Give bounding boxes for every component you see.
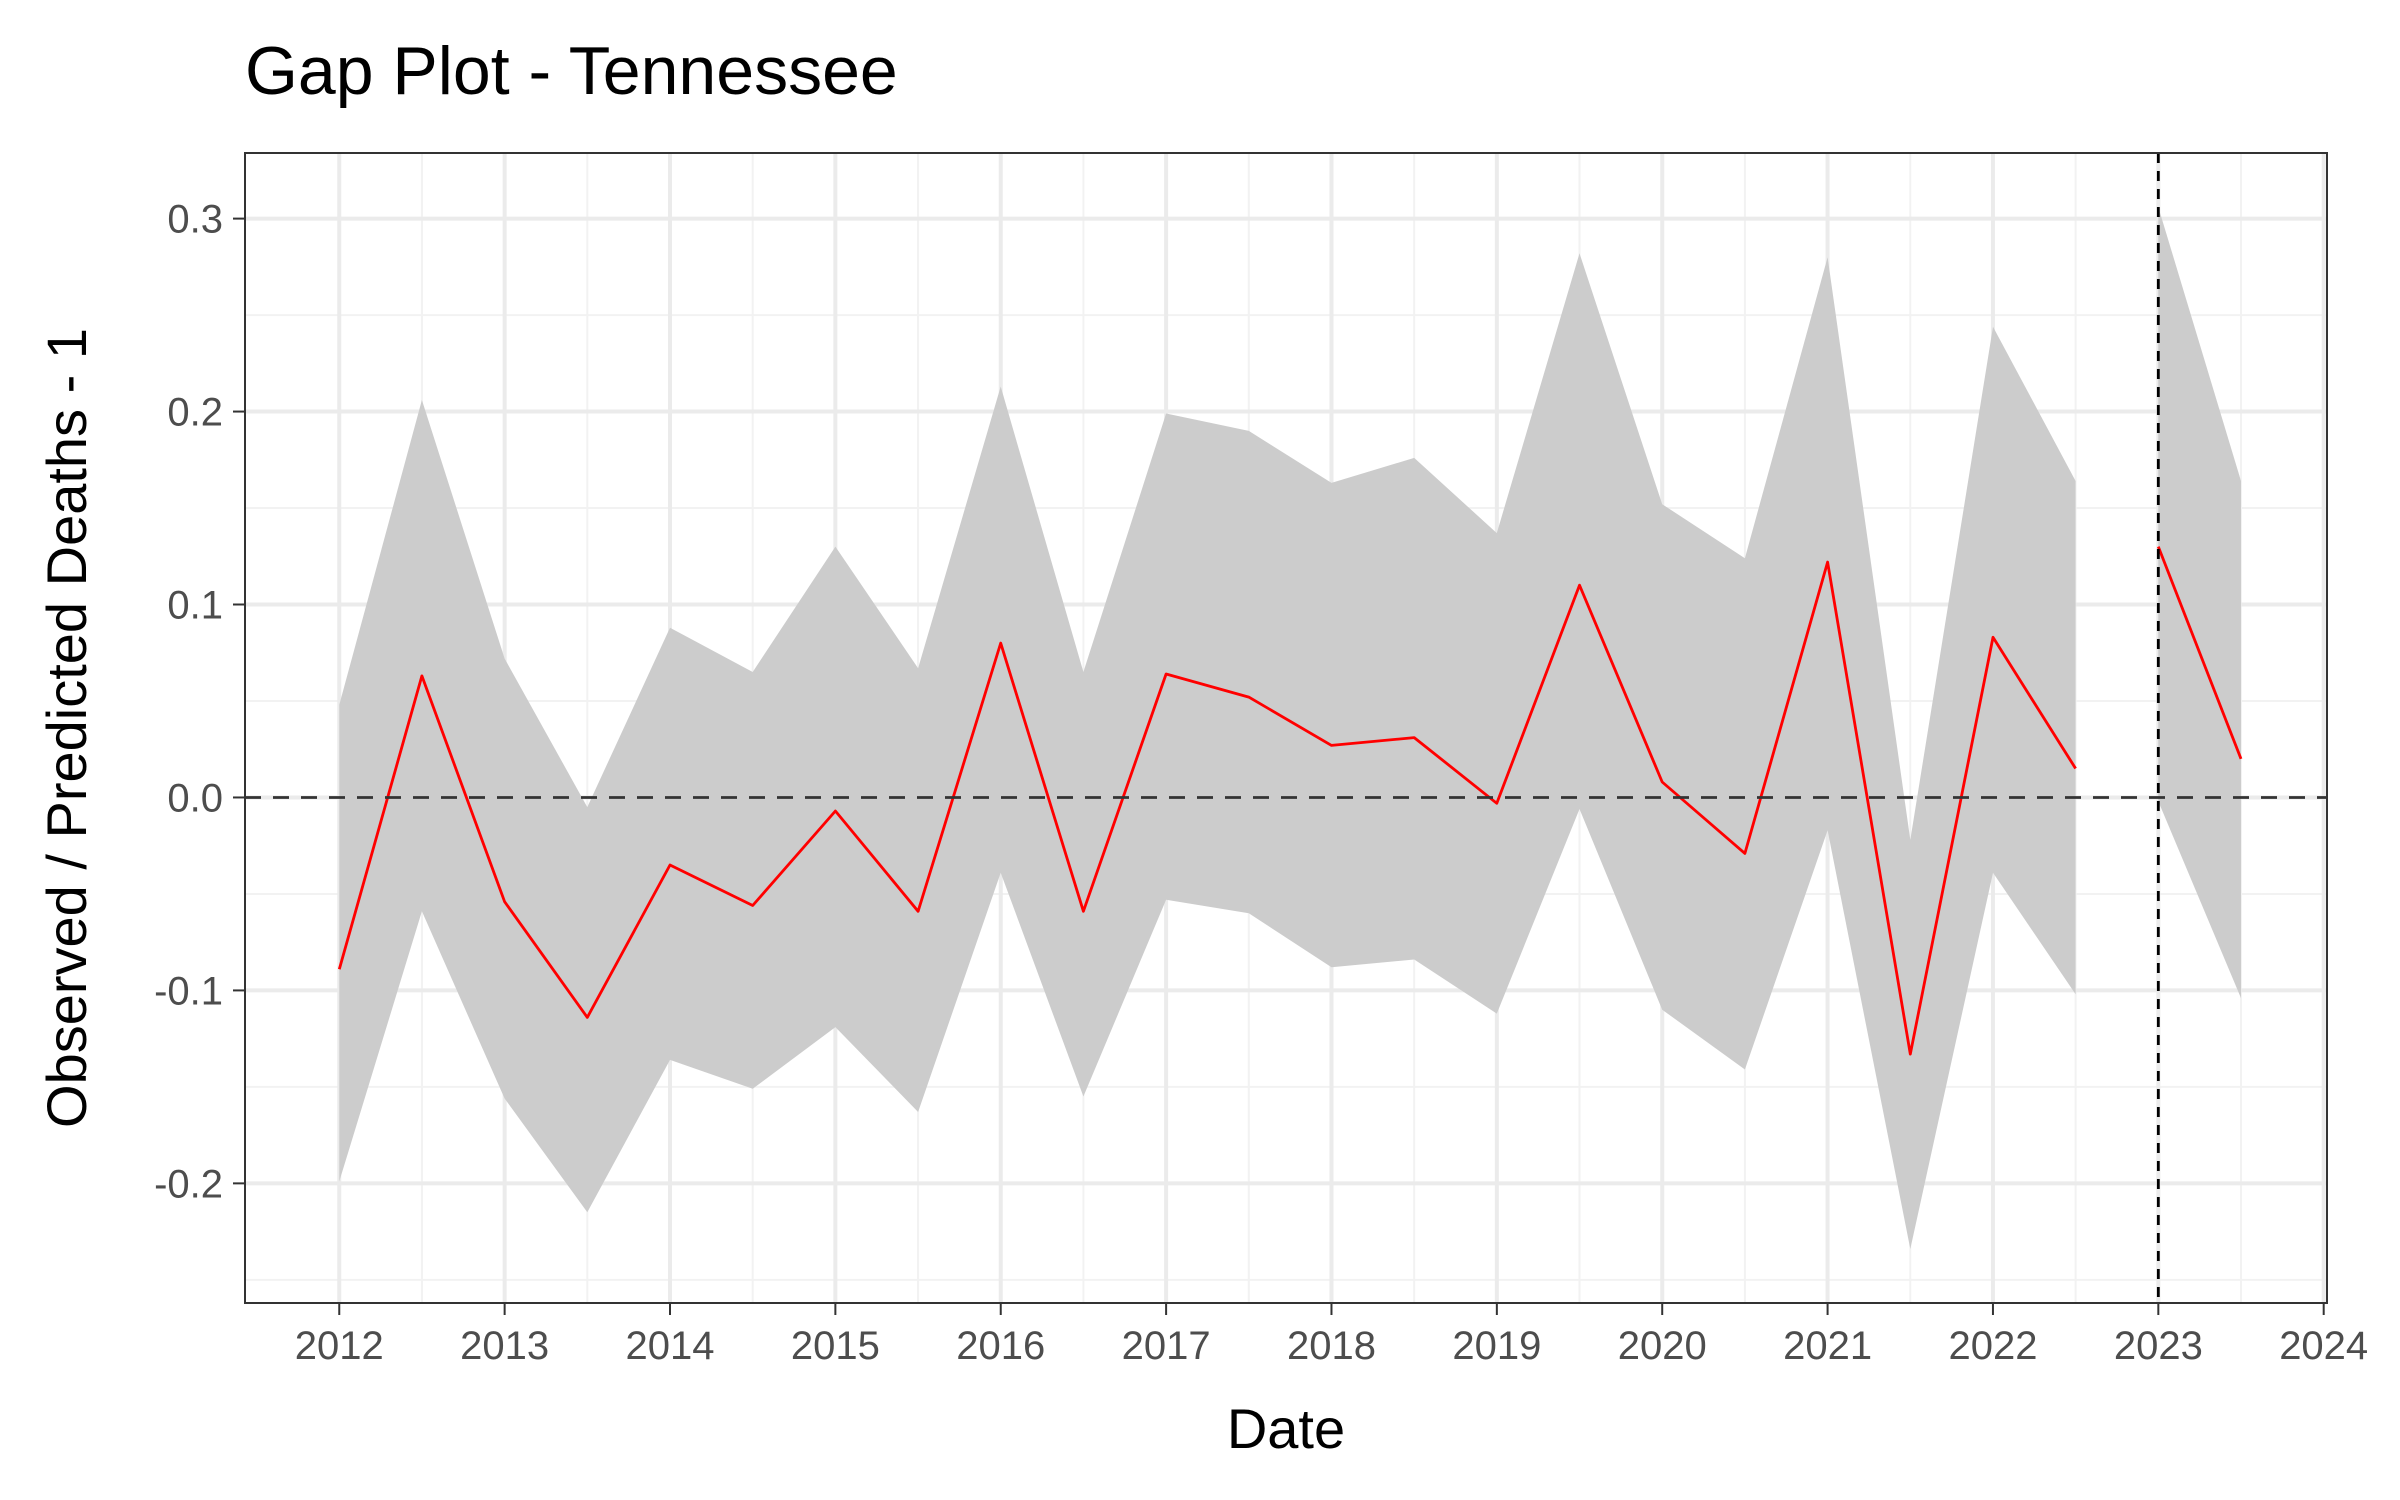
y-tick-label: 0.1 bbox=[167, 584, 223, 628]
x-tick-label: 2024 bbox=[2279, 1324, 2368, 1368]
plot-border bbox=[244, 152, 2328, 1304]
x-axis: 2012 2013 2014 2015 2016 2017 2018 2019 2020 2021… bbox=[295, 1303, 2368, 1368]
y-axis-title: Observed / Predicted Deaths - 1 bbox=[35, 328, 98, 1128]
x-tick-label: 2018 bbox=[1287, 1324, 1376, 1368]
x-axis-title: Date bbox=[1227, 1397, 1345, 1460]
x-tick-label: 2014 bbox=[626, 1324, 715, 1368]
gap-line-2 bbox=[2156, 546, 2243, 760]
x-tick-label: 2021 bbox=[1783, 1324, 1872, 1368]
gap-line-1 bbox=[337, 560, 2077, 1056]
gap-lines bbox=[337, 546, 2243, 1056]
x-tick-label: 2015 bbox=[791, 1324, 880, 1368]
x-tick-label: 2016 bbox=[956, 1324, 1045, 1368]
confidence-band-2 bbox=[2158, 207, 2241, 999]
y-tick-label: -0.1 bbox=[154, 969, 223, 1013]
reference-lines bbox=[245, 153, 2327, 1303]
chart-title: Gap Plot - Tennessee bbox=[245, 33, 898, 109]
x-tick-label: 2022 bbox=[1948, 1324, 2037, 1368]
confidence-band-1 bbox=[339, 253, 2076, 1250]
x-tick-label: 2019 bbox=[1452, 1324, 1541, 1368]
y-tick-label: 0.0 bbox=[167, 776, 223, 820]
y-tick-label: -0.2 bbox=[154, 1162, 223, 1206]
x-tick-label: 2023 bbox=[2114, 1324, 2203, 1368]
x-tick-label: 2020 bbox=[1618, 1324, 1707, 1368]
y-tick-label: 0.2 bbox=[167, 391, 223, 435]
x-tick-label: 2017 bbox=[1122, 1324, 1211, 1368]
x-tick-label: 2012 bbox=[295, 1324, 384, 1368]
y-tick-label: 0.3 bbox=[167, 198, 223, 242]
y-axis: -0.2 -0.1 0.0 0.1 0.2 0.3 bbox=[154, 198, 245, 1206]
confidence-bands bbox=[339, 207, 2241, 1250]
x-tick-label: 2013 bbox=[460, 1324, 549, 1368]
